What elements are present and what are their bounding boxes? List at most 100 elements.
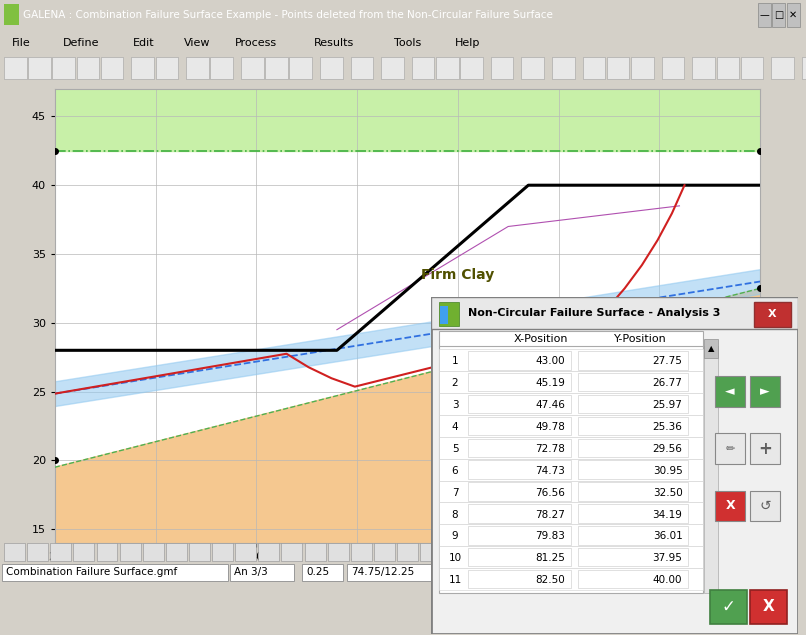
- Bar: [467, 504, 571, 523]
- Bar: [750, 491, 779, 521]
- Bar: [131, 57, 154, 79]
- Bar: [754, 302, 791, 327]
- Text: —: —: [759, 10, 769, 20]
- Text: 37.95: 37.95: [653, 553, 683, 563]
- Bar: [438, 371, 703, 393]
- Bar: [52, 57, 75, 79]
- Bar: [717, 57, 739, 79]
- Text: View: View: [184, 37, 210, 48]
- Bar: [320, 57, 343, 79]
- Bar: [241, 57, 264, 79]
- Bar: [750, 590, 787, 624]
- Bar: [716, 434, 745, 464]
- Text: 82.50: 82.50: [535, 575, 565, 585]
- Bar: [607, 57, 629, 79]
- Text: ✕: ✕: [789, 10, 797, 20]
- Bar: [741, 57, 763, 79]
- Bar: [438, 393, 703, 415]
- Bar: [186, 57, 209, 79]
- Bar: [631, 57, 654, 79]
- Bar: [467, 373, 571, 391]
- Bar: [265, 57, 288, 79]
- Bar: [716, 491, 745, 521]
- Text: □: □: [774, 10, 783, 20]
- Text: 26.77: 26.77: [653, 378, 683, 388]
- Bar: [467, 395, 571, 413]
- Bar: [491, 57, 513, 79]
- Text: +: +: [758, 439, 772, 458]
- Text: Define: Define: [63, 37, 99, 48]
- Bar: [119, 543, 140, 561]
- Bar: [440, 305, 447, 324]
- Text: 8: 8: [451, 509, 459, 519]
- Text: 6: 6: [451, 465, 459, 476]
- Bar: [156, 57, 178, 79]
- Bar: [347, 564, 435, 580]
- Text: Results: Results: [314, 37, 355, 48]
- Bar: [212, 543, 233, 561]
- Bar: [467, 548, 571, 566]
- Text: Non-Circular Failure Surface - Analysis 3: Non-Circular Failure Surface - Analysis …: [467, 309, 721, 318]
- Text: 45.19: 45.19: [535, 378, 565, 388]
- Bar: [467, 351, 571, 370]
- Bar: [412, 57, 434, 79]
- Bar: [460, 57, 483, 79]
- Bar: [750, 434, 779, 464]
- Bar: [578, 351, 688, 370]
- Text: 79.83: 79.83: [535, 531, 565, 542]
- Bar: [578, 417, 688, 435]
- Bar: [143, 543, 164, 561]
- Text: 11: 11: [448, 575, 462, 585]
- Bar: [578, 483, 688, 501]
- Text: ↺: ↺: [759, 499, 771, 513]
- Bar: [787, 3, 800, 27]
- Text: 74.73: 74.73: [535, 465, 565, 476]
- Text: 27.75: 27.75: [653, 356, 683, 366]
- Polygon shape: [55, 288, 760, 543]
- Text: 43.00: 43.00: [535, 356, 565, 366]
- Text: 1: 1: [451, 356, 459, 366]
- Bar: [438, 546, 703, 568]
- Bar: [431, 297, 798, 329]
- Text: 30.95: 30.95: [653, 465, 683, 476]
- Bar: [4, 4, 19, 25]
- Text: 40.00: 40.00: [653, 575, 683, 585]
- Bar: [716, 377, 745, 406]
- Bar: [305, 543, 326, 561]
- Bar: [710, 590, 746, 624]
- Text: An 3/3: An 3/3: [234, 567, 268, 577]
- Bar: [578, 460, 688, 479]
- Text: 7: 7: [451, 488, 459, 498]
- Bar: [438, 349, 703, 371]
- Bar: [758, 3, 771, 27]
- Text: ✏: ✏: [725, 444, 735, 453]
- Text: ►: ►: [760, 385, 770, 398]
- Bar: [467, 526, 571, 545]
- Bar: [189, 543, 210, 561]
- Bar: [381, 57, 404, 79]
- Bar: [704, 346, 718, 593]
- Text: Edit: Edit: [133, 37, 155, 48]
- Text: 78.27: 78.27: [535, 509, 565, 519]
- Bar: [802, 57, 806, 79]
- Bar: [578, 504, 688, 523]
- Bar: [210, 57, 233, 79]
- Text: GALENA : Combination Failure Surface Example - Points deleted from the Non-Circu: GALENA : Combination Failure Surface Exa…: [23, 10, 552, 20]
- Bar: [397, 543, 418, 561]
- Bar: [374, 543, 395, 561]
- Text: Process: Process: [235, 37, 276, 48]
- Bar: [467, 417, 571, 435]
- Bar: [436, 57, 459, 79]
- Bar: [772, 3, 785, 27]
- Bar: [4, 57, 27, 79]
- Bar: [467, 439, 571, 457]
- Text: ▲: ▲: [708, 344, 715, 353]
- Bar: [77, 57, 99, 79]
- Text: Tools: Tools: [394, 37, 422, 48]
- Bar: [420, 543, 441, 561]
- Bar: [578, 548, 688, 566]
- Bar: [302, 564, 343, 580]
- Text: Y-Position: Y-Position: [614, 334, 667, 344]
- Text: 2: 2: [451, 378, 459, 388]
- Bar: [662, 57, 684, 79]
